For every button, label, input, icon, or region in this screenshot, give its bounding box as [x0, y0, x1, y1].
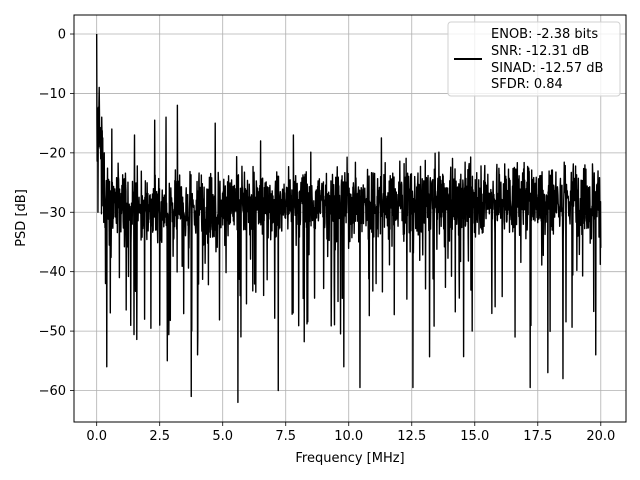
x-axis-ticks: 0.0 2.5 5.0 7.5 10.0 12.5 15.0 17.5 20.0	[86, 422, 615, 444]
x-tick-label: 20.0	[586, 429, 615, 444]
x-tick-label: 7.5	[275, 429, 296, 444]
y-tick-label: −30	[39, 206, 66, 221]
legend-sfdr: SFDR: 0.84	[491, 77, 563, 92]
x-tick-label: 12.5	[397, 429, 426, 444]
psd-series-line	[95, 34, 602, 404]
y-tick-label: −10	[39, 87, 66, 102]
legend-box	[447, 21, 621, 97]
y-tick-label: −60	[39, 384, 66, 399]
y-tick-label: 0	[58, 28, 66, 43]
legend-snr: SNR: -12.31 dB	[491, 44, 589, 59]
y-axis-label: PSD [dB]	[14, 189, 29, 247]
y-axis-ticks: 0 −10 −20 −30 −40 −50 −60	[39, 28, 74, 399]
x-tick-label: 0.0	[86, 429, 107, 444]
legend: ENOB: -2.38 bits SNR: -12.31 dB SINAD: -…	[447, 21, 621, 97]
legend-sinad: SINAD: -12.57 dB	[491, 61, 603, 76]
x-tick-label: 17.5	[523, 429, 552, 444]
y-tick-label: −50	[39, 325, 66, 340]
x-tick-label: 2.5	[149, 429, 170, 444]
y-tick-label: −20	[39, 146, 66, 161]
x-axis-label: Frequency [MHz]	[295, 451, 404, 466]
plot-frame	[73, 14, 627, 423]
series-layer	[95, 34, 602, 404]
y-tick-label: −40	[39, 265, 66, 280]
x-tick-label: 5.0	[212, 429, 233, 444]
x-tick-label: 10.0	[334, 429, 363, 444]
x-tick-label: 15.0	[460, 429, 489, 444]
legend-enob: ENOB: -2.38 bits	[491, 27, 598, 42]
